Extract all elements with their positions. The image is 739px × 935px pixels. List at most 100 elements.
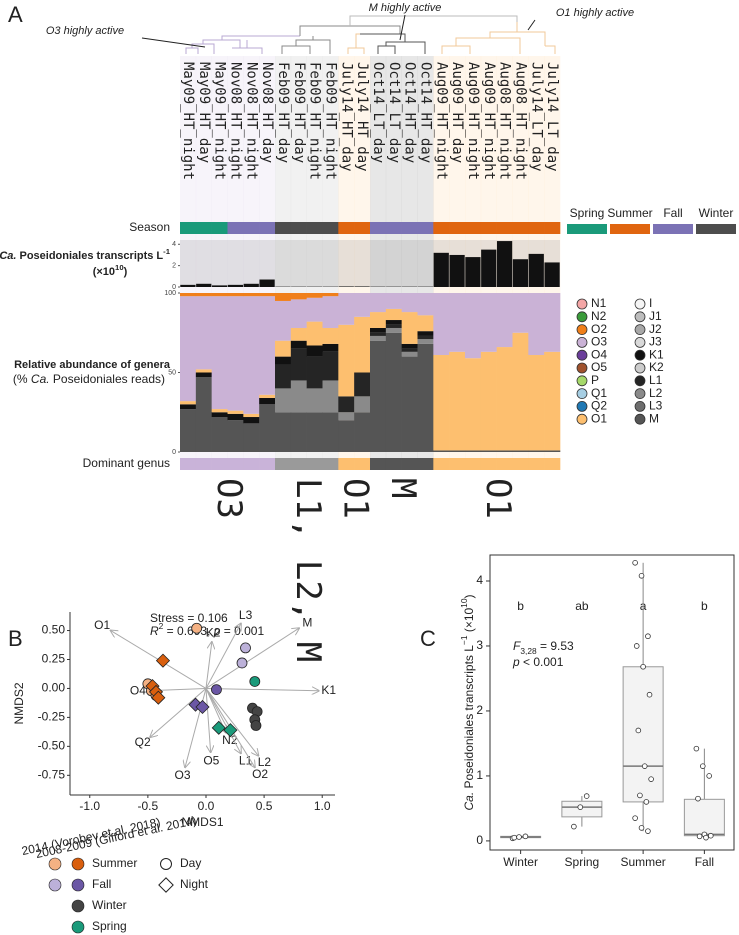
stack-segment (259, 394, 276, 398)
stack-segment (180, 296, 197, 402)
season-legend-swatch (696, 224, 736, 234)
stack-segment (322, 351, 339, 381)
loading-label: O3 (174, 768, 190, 782)
legend-swatch (71, 857, 85, 871)
stack-segment (354, 396, 371, 413)
point (706, 773, 712, 779)
row-label: Ca. Poseidoniales transcripts L-1 (0, 247, 171, 262)
text-part: p (213, 624, 221, 638)
legend-label: Summer (92, 856, 137, 870)
point (695, 795, 701, 802)
dominant-cell (544, 458, 561, 470)
stack-segment (512, 450, 529, 452)
stack-segment (370, 335, 387, 341)
sample-label: Nov08_HT_night (243, 62, 259, 180)
stack-segment (211, 417, 228, 452)
y-tick-label: 1 (476, 768, 483, 782)
panel-letter: A (8, 2, 23, 27)
dominant-cell (417, 458, 434, 470)
stack-segment (338, 420, 355, 452)
dominant-cell (354, 458, 371, 470)
season-cell (227, 222, 244, 234)
legend-label: O3 (591, 335, 607, 349)
sample-label: July14_LT_day (544, 62, 560, 172)
stack-segment (496, 347, 513, 451)
season-cell (401, 222, 418, 234)
text-part: Relative abundance of genera (14, 359, 171, 371)
text-part: ) (124, 266, 128, 278)
stack-segment (385, 324, 402, 328)
sample-label: Aug08_HT_night (497, 62, 513, 180)
text-part: Poseidoniales transcripts L (462, 645, 476, 792)
legend-label: Q2 (591, 399, 607, 413)
stack-segment (354, 316, 371, 373)
text-part: = 9.53 (537, 639, 574, 653)
season-cell (211, 222, 228, 234)
dominant-cell (243, 458, 260, 470)
loading-label: O1 (94, 618, 110, 632)
point (250, 720, 262, 731)
dominant-cell (275, 458, 292, 470)
stack-segment (401, 343, 418, 349)
stack-segment (306, 321, 323, 346)
x-tick-label: 0.0 (198, 799, 215, 813)
legend-swatch (576, 336, 588, 348)
sample-label: Aug09_HT_day (449, 62, 465, 163)
season-cell (417, 222, 434, 234)
y-tick-label: -0.25 (38, 710, 66, 724)
point (211, 720, 226, 735)
season-cell (465, 222, 482, 234)
stack-segment (480, 351, 497, 451)
loading-arrow (205, 628, 299, 689)
season-cell (275, 222, 292, 234)
point (240, 642, 251, 654)
stack-segment (259, 296, 276, 395)
season-legend-swatch (653, 224, 693, 234)
legend-label: L2 (649, 386, 663, 400)
stack-segment (211, 293, 228, 297)
y-tick-label: 100 (164, 290, 176, 297)
legend-swatch (634, 375, 646, 387)
stack-segment (354, 372, 371, 397)
stack-segment (259, 404, 276, 452)
legend-label: K2 (649, 360, 664, 374)
loading-arrow (150, 688, 207, 737)
text-part: Ca. (0, 250, 16, 262)
point (641, 763, 648, 769)
legend-label: M (649, 411, 659, 425)
point (637, 792, 643, 799)
dominant-cell (290, 458, 307, 470)
point (577, 804, 584, 810)
stack-segment (544, 450, 561, 452)
row-label: Dominant genus (83, 456, 170, 470)
legend-label: Fall (92, 877, 111, 891)
stats-text: Stress = 0.106 (150, 611, 228, 625)
stack-segment (480, 450, 497, 452)
point (707, 832, 714, 839)
sample-label: July14_HT_day (338, 62, 354, 172)
stack-segment (275, 300, 292, 341)
y-tick-label: 2 (476, 703, 483, 717)
dominant-cell (306, 458, 323, 470)
loading-label: K2 (206, 625, 221, 639)
loading-label: O2 (252, 767, 268, 781)
stack-segment (322, 296, 339, 328)
loading-arrow (205, 624, 241, 689)
stack-segment (528, 293, 545, 356)
legend-label: J1 (649, 309, 662, 323)
season-cell (496, 222, 513, 234)
stack-segment (259, 397, 276, 405)
legend-swatch (634, 298, 646, 310)
point (699, 763, 706, 769)
stack-segment (512, 332, 529, 451)
sample-label: July14_HT_day (354, 62, 370, 172)
bar (227, 284, 244, 287)
season-cell (354, 222, 371, 234)
sample-label: May09_HT_night (212, 62, 228, 180)
dominant-cell (512, 458, 529, 470)
stack-segment (496, 293, 513, 348)
stats-text: F3,28 = 9.53 (513, 639, 574, 656)
stack-segment (180, 293, 197, 297)
loading-arrow (205, 688, 319, 690)
text-part: 2 (159, 621, 164, 631)
